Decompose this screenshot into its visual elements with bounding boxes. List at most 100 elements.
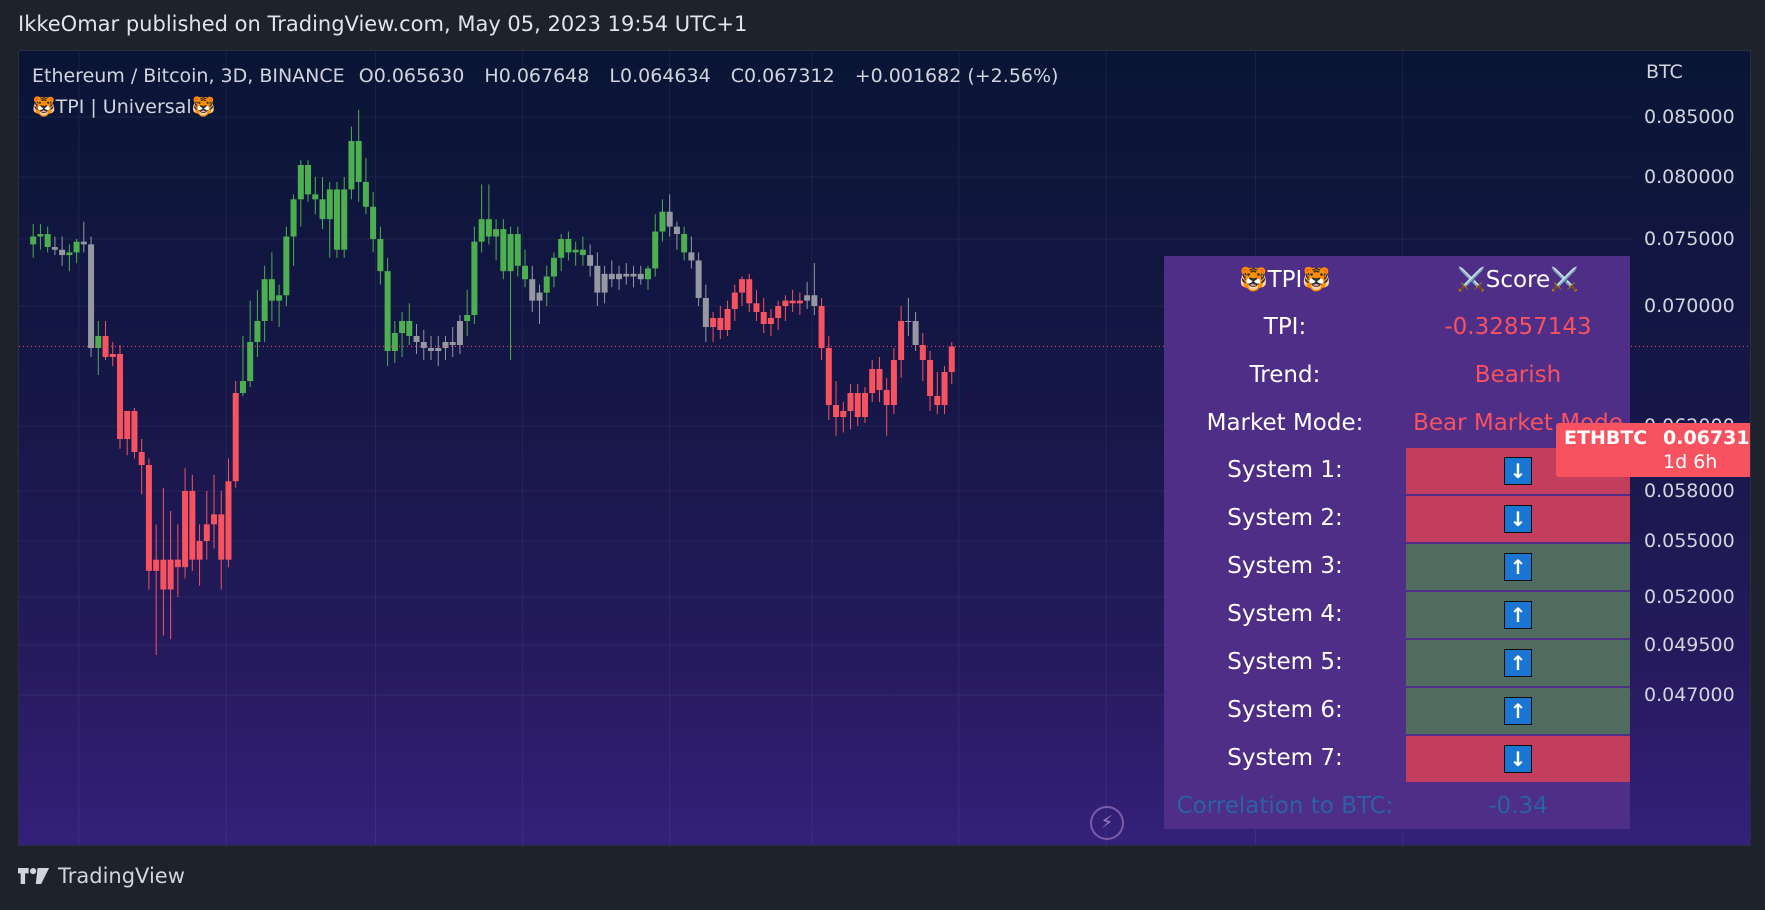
brand-name: TradingView (58, 864, 185, 888)
candle (493, 219, 500, 261)
candle (710, 312, 717, 342)
candle-body (239, 381, 246, 393)
candle (189, 474, 196, 571)
candle-body (861, 393, 868, 417)
candle-body (724, 309, 731, 330)
candle-body (254, 321, 261, 342)
candle-body (558, 239, 565, 258)
candle-body (189, 491, 196, 560)
symbol-legend: Ethereum / Bitcoin, 3D, BINANCE O0.06563… (32, 65, 1072, 87)
candle (616, 265, 623, 290)
correlation-row: Correlation to BTC: -0.34 (1164, 782, 1630, 829)
close-value: 0.067312 (744, 65, 835, 87)
candle (59, 236, 66, 266)
candle-body (174, 559, 181, 568)
system-row: System 6: ↑ (1164, 686, 1630, 734)
candle (239, 336, 246, 396)
tradingview-brand[interactable]: TradingView (18, 864, 185, 888)
last-price-label: ETHBTC 0.067312 1d 6h (1556, 423, 1750, 477)
candle (500, 219, 507, 280)
candle-body (637, 273, 644, 280)
score-header-title: ⚔️Score⚔️ (1457, 267, 1579, 293)
candle-body (630, 273, 637, 277)
candle (131, 408, 138, 459)
price-tick-label: 0.049500 (1644, 634, 1735, 656)
candle-body (297, 165, 304, 200)
lightning-icon[interactable]: ⚡ (1090, 806, 1124, 840)
arrow-down-icon: ↓ (1504, 457, 1532, 485)
candle (927, 351, 934, 411)
arrow-up-icon: ↑ (1504, 601, 1532, 629)
high-value: 0.067648 (498, 65, 590, 87)
trend-row: Trend: Bearish (1164, 351, 1630, 398)
price-label-value: 0.067312 (1663, 427, 1750, 449)
candle (565, 231, 572, 261)
candle (80, 221, 87, 253)
candle-body (876, 369, 883, 390)
candle-body (464, 315, 471, 321)
candle (420, 330, 427, 360)
candle (630, 265, 637, 288)
indicator-legend[interactable]: 🐯TPI | Universal🐯 (32, 96, 216, 118)
candle-body (644, 268, 651, 280)
system-signal-cell: ↑ (1406, 686, 1630, 734)
candle (760, 297, 767, 333)
close-label: C (730, 65, 745, 87)
candle-body (399, 321, 406, 333)
tpi-label: TPI: (1263, 313, 1307, 340)
candle (825, 336, 832, 420)
candle-body (811, 295, 818, 306)
candle (890, 348, 897, 414)
candle (116, 345, 123, 449)
low-value: 0.064634 (620, 65, 711, 87)
candle-body (681, 234, 688, 253)
system-label: System 2: (1227, 505, 1343, 531)
candle-body (66, 252, 73, 256)
candle-body (536, 292, 543, 301)
candle-body (160, 559, 167, 590)
candle (413, 324, 420, 354)
candle-body (73, 241, 80, 253)
candle-body (333, 189, 340, 250)
candle (268, 252, 275, 321)
candle (145, 458, 152, 590)
candle (695, 252, 702, 306)
candle-body (30, 236, 37, 245)
candle (652, 214, 659, 277)
candle (507, 226, 514, 360)
candle (341, 177, 348, 258)
candle-body (854, 393, 861, 417)
currency-label: BTC (1646, 61, 1683, 83)
candle-body (804, 295, 811, 301)
candle (399, 312, 406, 357)
candle-body (507, 234, 514, 272)
candle-body (319, 199, 326, 220)
candle-body (109, 354, 116, 357)
candle-body (478, 219, 485, 242)
system-row: System 7: ↓ (1164, 734, 1630, 782)
chart-frame[interactable]: Ethereum / Bitcoin, 3D, BINANCE O0.06563… (18, 50, 1751, 846)
candle (912, 312, 919, 351)
candle (833, 381, 840, 436)
candle-body (428, 348, 434, 351)
candle-body (341, 189, 348, 250)
candle-body (413, 336, 420, 342)
candle-body (232, 393, 239, 482)
candle-body (500, 229, 507, 272)
system-row: System 5: ↑ (1164, 638, 1630, 686)
candle-body (449, 342, 456, 345)
candle-body (717, 318, 724, 330)
candle-body (514, 234, 521, 266)
system-label: System 5: (1227, 649, 1343, 675)
arrow-up-icon: ↑ (1504, 697, 1532, 725)
candle-body (796, 300, 803, 304)
candle-body (420, 342, 427, 348)
candle-body (138, 452, 145, 465)
candle (594, 252, 601, 306)
tpi-header-row: 🐯TPI🐯 ⚔️Score⚔️ (1164, 256, 1630, 303)
candle-body (305, 165, 312, 195)
candle-body (131, 411, 138, 452)
candle (767, 309, 774, 336)
candle-body (565, 239, 572, 253)
candle (775, 300, 782, 330)
